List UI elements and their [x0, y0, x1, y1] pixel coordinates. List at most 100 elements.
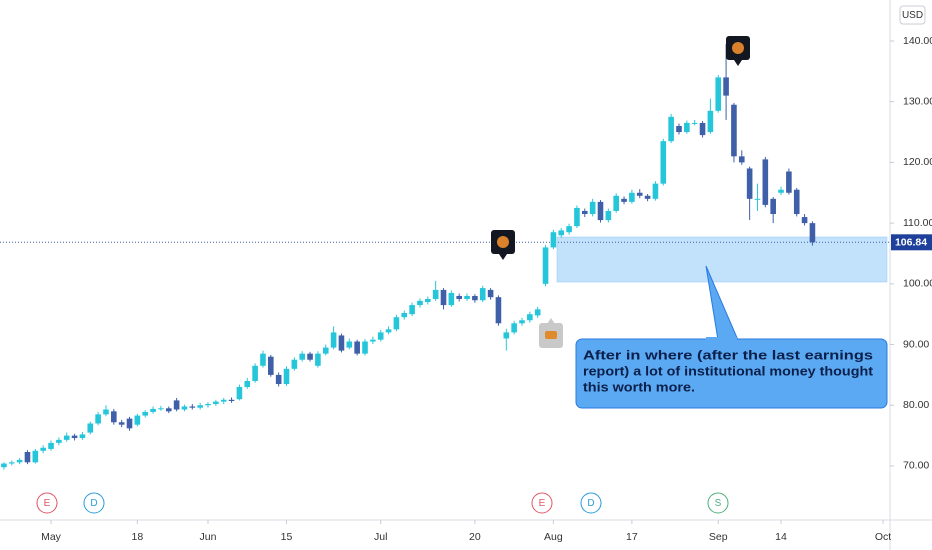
y-tick-label: 80.00: [903, 399, 929, 411]
x-tick-label: 20: [469, 531, 481, 543]
candle-body: [707, 110, 714, 133]
candle-body: [801, 217, 808, 224]
candle-body: [16, 459, 23, 463]
candle-body: [464, 295, 470, 300]
candle-body: [534, 309, 541, 316]
y-tick-label: 140.00: [903, 35, 932, 47]
candle-body: [487, 289, 494, 298]
candle-body: [613, 195, 619, 211]
candle-body: [629, 192, 635, 202]
candle-body: [346, 341, 353, 348]
candle-body: [354, 341, 360, 354]
candle-body: [1, 463, 7, 468]
candle-body: [699, 122, 706, 136]
candle-body: [746, 168, 753, 199]
candle-body: [738, 156, 745, 163]
candle-body: [425, 299, 431, 303]
candle-body: [56, 439, 62, 443]
candle-body: [472, 295, 478, 301]
candle-body: [8, 462, 15, 464]
candle-body: [605, 210, 612, 221]
candle-body: [142, 411, 149, 416]
candle-body: [158, 408, 164, 410]
candle-body: [48, 442, 54, 449]
candle-body: [189, 406, 196, 408]
candle-body: [150, 408, 156, 412]
candle-body: [636, 192, 643, 196]
event-label: E: [44, 498, 51, 509]
candle-body: [581, 210, 588, 215]
candle-body: [652, 183, 659, 199]
candle-body: [362, 341, 368, 354]
bull-icon: [539, 318, 563, 348]
candle-body: [401, 312, 408, 318]
candle-body: [723, 77, 729, 96]
candle-body: [621, 198, 627, 202]
candle-body: [660, 141, 667, 184]
candle-body: [32, 450, 39, 463]
candle-body: [770, 198, 776, 215]
candle-body: [377, 332, 384, 340]
currency: USD: [902, 10, 923, 21]
candle-body: [479, 288, 486, 301]
candle-body: [205, 404, 211, 406]
candle-body: [307, 353, 313, 360]
candle-body: [597, 201, 604, 221]
candle-body: [503, 332, 510, 339]
candle-body: [338, 335, 345, 351]
y-tick-label: 120.00: [903, 156, 932, 168]
candle-body: [165, 408, 172, 412]
candle-body: [558, 230, 565, 236]
bear-icon: [491, 230, 515, 260]
candle-body: [778, 189, 784, 193]
candle-body: [644, 195, 651, 199]
candle-body: [809, 223, 816, 243]
candle-body: [393, 317, 400, 330]
candle-body: [432, 289, 439, 300]
candle-body: [409, 305, 415, 315]
candle-body: [676, 125, 682, 133]
x-tick-label: 18: [132, 531, 144, 543]
y-tick-label: 100.00: [903, 278, 932, 290]
price-label: 106.84: [895, 237, 927, 249]
candle-body: [87, 423, 94, 433]
candle-body: [322, 347, 329, 354]
x-tick-label: 15: [281, 531, 293, 543]
x-tick-label: Oct: [875, 531, 891, 543]
candle-body: [63, 435, 70, 440]
candle-body: [315, 353, 321, 366]
candle-body: [668, 116, 674, 142]
candle-body: [385, 329, 392, 333]
candle-body: [550, 232, 557, 248]
candle-body: [79, 434, 86, 439]
event-label: S: [715, 498, 722, 509]
event-marker: [580, 492, 602, 514]
annotation-text: this worth more.: [583, 379, 695, 394]
y-tick-label: 130.00: [903, 95, 932, 107]
candle-body: [542, 247, 549, 284]
plot-area: [0, 44, 890, 470]
candle-body: [448, 292, 455, 306]
candle-body: [527, 314, 533, 321]
candle-body: [244, 380, 251, 388]
currency-box[interactable]: [899, 5, 926, 25]
y-tick-label: 70.00: [903, 460, 929, 472]
x-tick-label: May: [41, 531, 62, 543]
candle-body: [260, 353, 266, 366]
candle-body: [283, 368, 290, 385]
candle-body: [715, 77, 722, 111]
candle-body: [574, 207, 580, 227]
candle-body: [181, 406, 188, 410]
event-marker: [36, 492, 58, 514]
event-marker: [707, 492, 729, 514]
x-tick-label: Sep: [709, 531, 728, 543]
candle-body: [786, 171, 792, 193]
candle-body: [252, 365, 258, 381]
candle-body: [228, 399, 235, 402]
event-label: D: [90, 498, 97, 509]
candle-body: [126, 418, 133, 429]
candle-body: [213, 401, 219, 405]
candle-body: [762, 159, 769, 205]
candle-body: [731, 104, 737, 157]
candle-body: [495, 297, 502, 324]
